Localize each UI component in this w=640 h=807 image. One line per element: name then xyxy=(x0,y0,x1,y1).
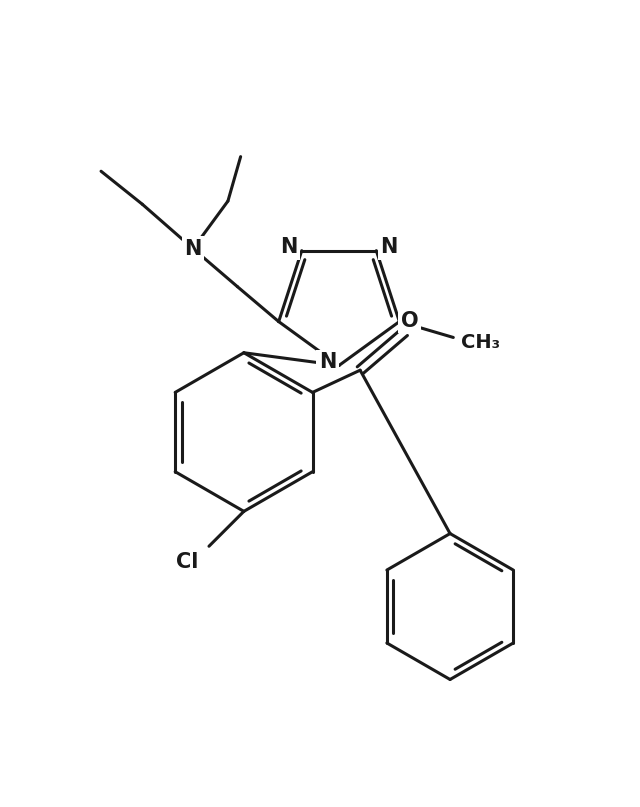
Text: N: N xyxy=(184,239,202,258)
Text: Cl: Cl xyxy=(175,552,198,572)
Text: N: N xyxy=(280,237,298,257)
Text: N: N xyxy=(380,237,397,257)
Text: CH₃: CH₃ xyxy=(461,333,500,352)
Text: N: N xyxy=(319,353,336,372)
Text: O: O xyxy=(401,311,419,331)
